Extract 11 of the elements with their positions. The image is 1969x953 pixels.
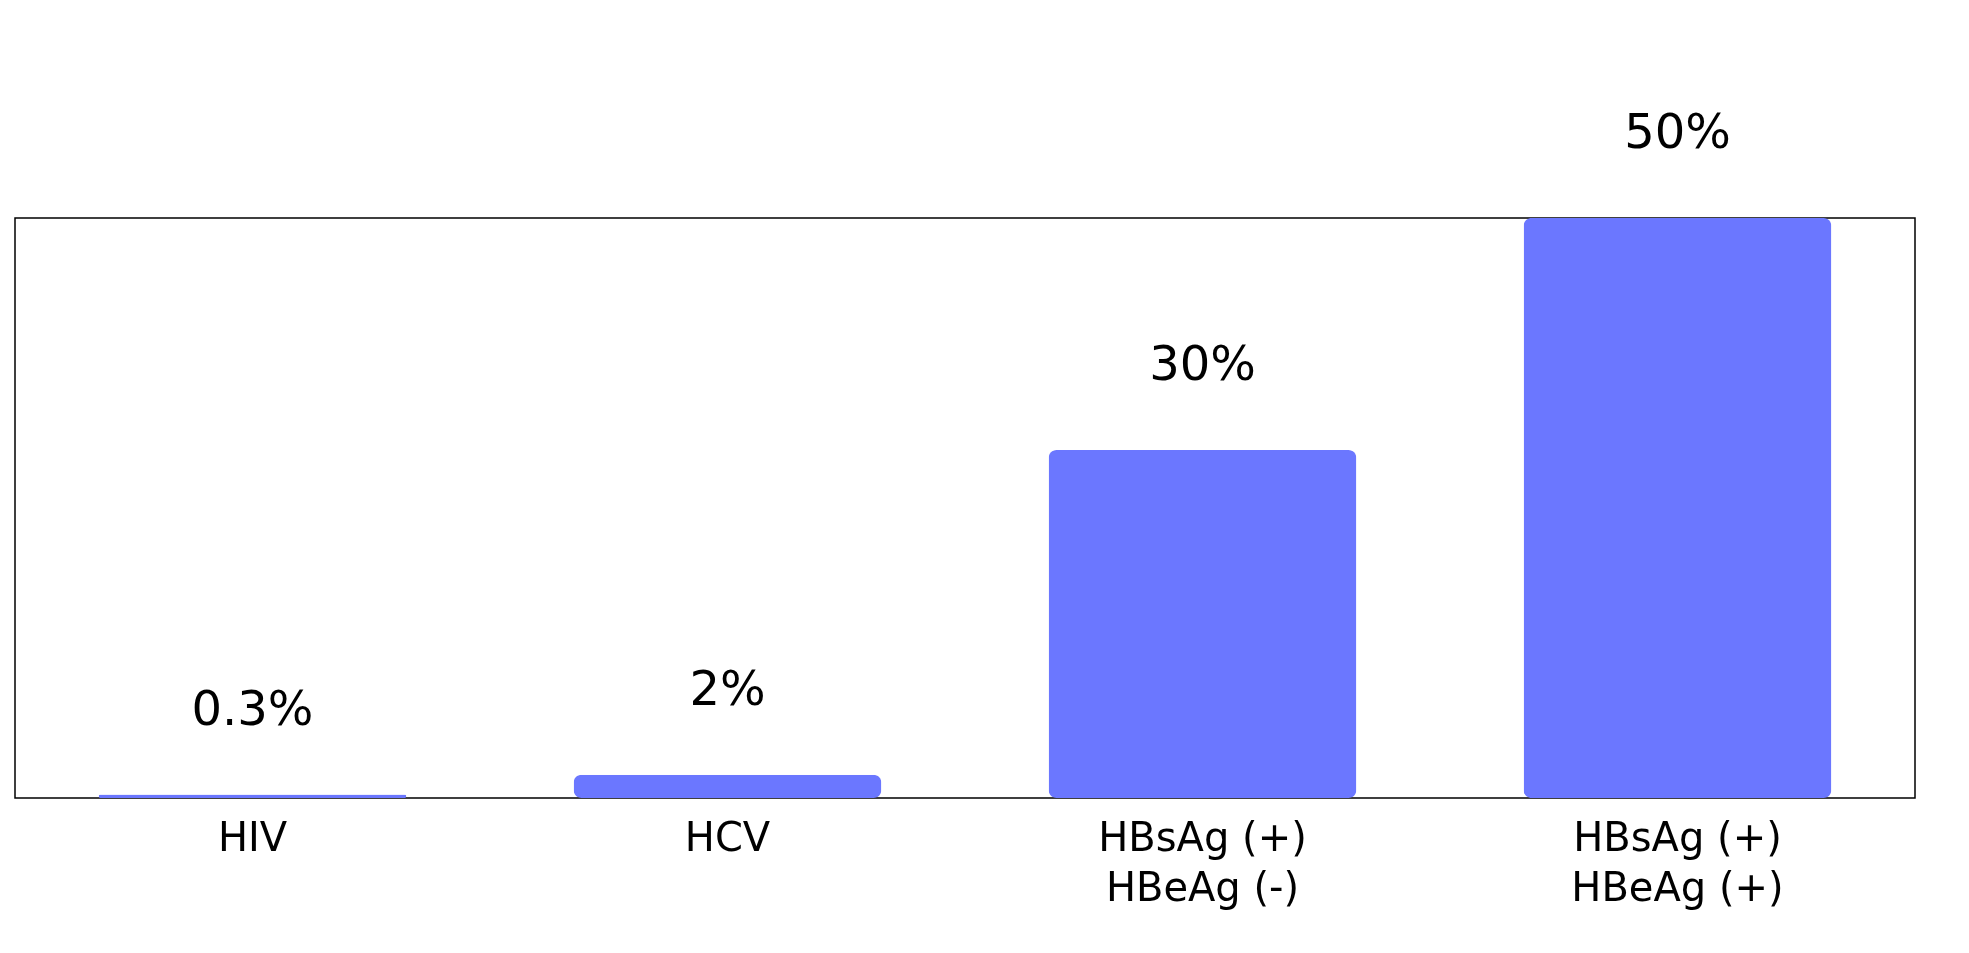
data-label: 30% [1149, 335, 1256, 391]
bar [1048, 450, 1357, 798]
data-label: 2% [689, 659, 766, 716]
x-tick-label: HCV [684, 813, 771, 860]
bar [1523, 218, 1832, 798]
bar [573, 774, 882, 798]
x-tick-label: HBsAg (+) HBeAg (-) [1098, 813, 1307, 910]
x-tick-label: HBsAg (+) HBeAg (+) [1571, 813, 1784, 910]
data-label: 0.3% [191, 679, 314, 736]
x-tick-label: HIV [217, 813, 288, 860]
data-label: 50% [1624, 103, 1731, 159]
